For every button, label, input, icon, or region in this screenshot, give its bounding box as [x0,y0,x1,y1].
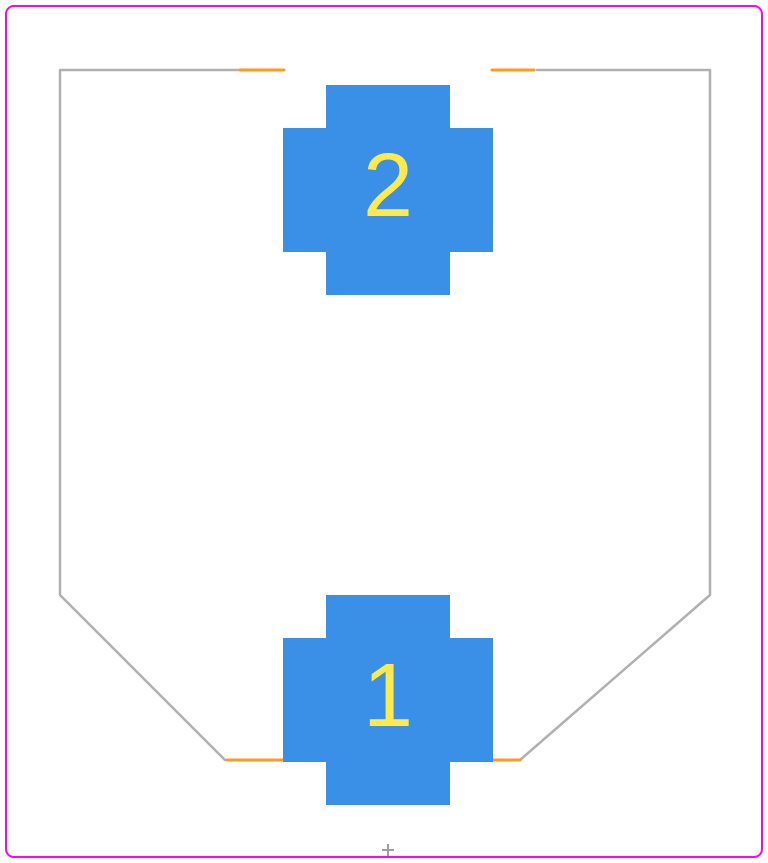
pad-2-label: 2 [363,136,413,236]
pads-group: 21 [283,85,493,805]
pad-1-label: 1 [363,646,413,746]
silkscreen-left [60,70,240,760]
footprint-svg: 21 [0,0,768,863]
pcb-footprint-canvas: 21 [0,0,768,863]
origin-cross-icon [382,844,394,856]
silkscreen-right [520,70,710,760]
